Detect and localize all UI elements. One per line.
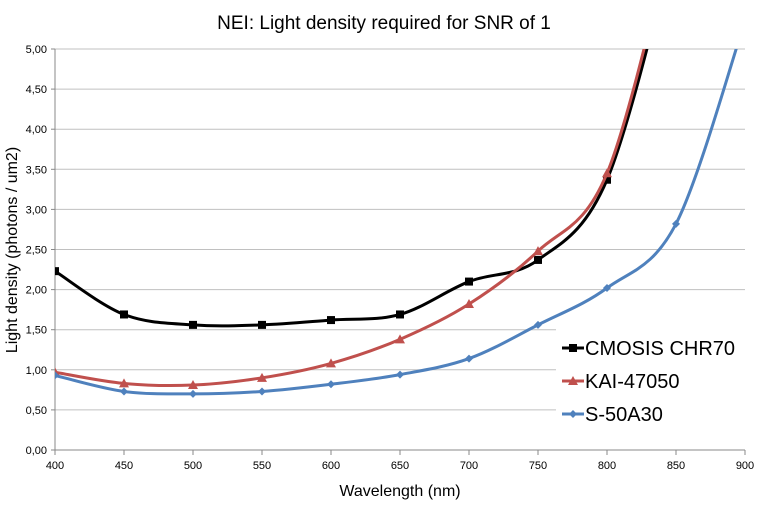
x-tick-label: 650 (391, 460, 409, 472)
x-axis-label: Wavelength (nm) (339, 483, 460, 500)
diamond-marker (741, 17, 749, 25)
x-tick-label: 800 (598, 460, 616, 472)
series-line (55, 49, 646, 388)
diamond-marker (672, 219, 680, 228)
diamond-marker (189, 389, 197, 398)
y-tick-label: 2,50 (26, 245, 47, 257)
triangle-marker (188, 380, 198, 390)
legend-item: KAI-47050 (562, 371, 680, 393)
y-tick-label: 0,00 (26, 445, 47, 457)
square-marker (55, 267, 59, 276)
diamond-marker (534, 320, 542, 329)
y-tick-label: 1,00 (26, 365, 47, 377)
diamond-marker (55, 371, 59, 380)
tick-labels: 0,00 0,50 1,00 1,50 2,00 2,50 3,00 3,50 4,00 4,50… (26, 44, 755, 472)
y-tick-label: 4,00 (26, 124, 47, 136)
square-marker (258, 320, 266, 329)
x-tick-label: 500 (184, 460, 202, 472)
triangle-marker (602, 168, 612, 178)
legend-label: KAI-47050 (585, 371, 680, 393)
triangle-marker (257, 372, 267, 382)
triangle-marker (568, 376, 578, 385)
square-marker (327, 316, 335, 325)
x-tick-label: 400 (46, 460, 64, 472)
square-marker (603, 175, 611, 184)
series-s-50a30 (55, 17, 749, 398)
series-group (55, 17, 749, 398)
legend-label: S-50A30 (585, 404, 663, 426)
diamond-marker (258, 387, 266, 396)
x-tick-label: 450 (115, 460, 133, 472)
diamond-marker (569, 410, 577, 418)
y-tick-label: 2,00 (26, 285, 47, 297)
triangle-marker (326, 358, 336, 368)
chart-title: NEI: Light density required for SNR of 1 (217, 13, 551, 34)
y-tick-label: 4,50 (26, 84, 47, 96)
legend-label: CMOSIS CHR70 (585, 338, 735, 360)
legend-item: S-50A30 (562, 404, 663, 426)
diamond-marker (120, 387, 128, 396)
square-marker (465, 277, 473, 286)
x-tick-label: 700 (460, 460, 478, 472)
y-tick-label: 3,50 (26, 164, 47, 176)
x-tick-label: 850 (667, 460, 685, 472)
axes (51, 48, 746, 455)
y-tick-label: 0,50 (26, 405, 47, 417)
diamond-marker (465, 354, 473, 363)
triangle-marker (464, 299, 474, 309)
y-tick-label: 1,50 (26, 325, 47, 337)
triangle-marker (395, 334, 405, 344)
y-tick-label: 3,00 (26, 204, 47, 216)
diamond-marker (327, 380, 335, 389)
x-tick-label: 600 (322, 460, 340, 472)
legend: CMOSIS CHR70 KAI-47050 S-50A30 (562, 338, 735, 426)
x-tick-label: 750 (529, 460, 547, 472)
y-tick-label: 5,00 (26, 44, 47, 56)
diamond-marker (396, 370, 404, 379)
square-marker (534, 255, 542, 264)
series-cmosis-chr70 (55, 49, 649, 329)
diamond-marker (603, 283, 611, 292)
legend-item: CMOSIS CHR70 (562, 338, 735, 360)
x-tick-label: 550 (253, 460, 271, 472)
triangle-marker (119, 378, 129, 388)
series-line (55, 49, 738, 396)
square-marker (569, 344, 577, 352)
gridlines (55, 48, 751, 438)
legend-background (556, 328, 751, 438)
square-marker (396, 310, 404, 319)
series-kai-47050 (55, 49, 646, 390)
square-marker (120, 310, 128, 319)
triangle-marker (533, 246, 543, 256)
square-marker (189, 320, 197, 329)
x-tick-label: 900 (736, 460, 754, 472)
y-axis-label: Light density (photons / um2) (4, 147, 21, 353)
